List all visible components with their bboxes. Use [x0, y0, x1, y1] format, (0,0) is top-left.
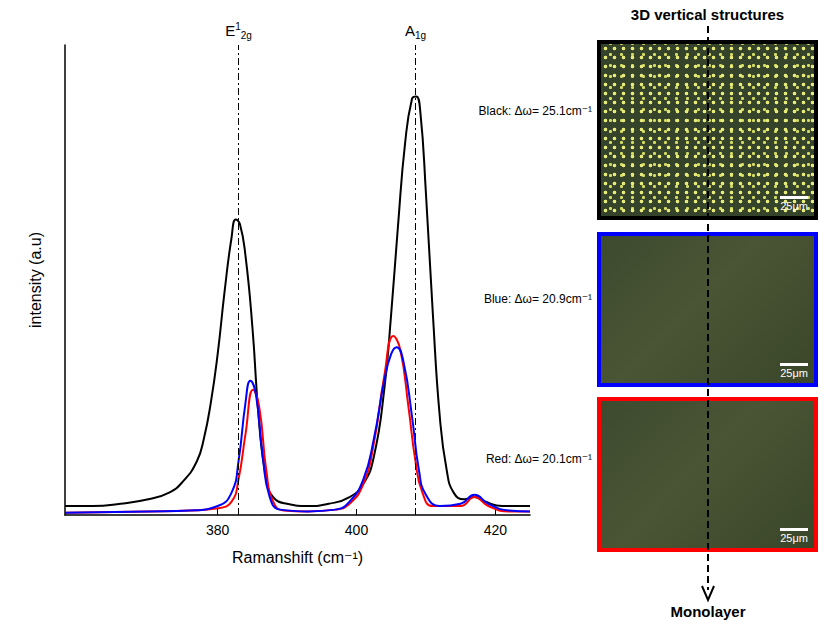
svg-text:400: 400 — [345, 522, 369, 538]
svg-text:intensity (a.u): intensity (a.u) — [27, 232, 44, 328]
svg-text:420: 420 — [484, 522, 508, 538]
html-text:Blue: Δω= 20.9cm⁻¹: Blue: Δω= 20.9cm⁻¹ — [483, 292, 592, 306]
svg-text:1g: 1g — [415, 30, 426, 41]
html-text:Red: Δω= 20.1cm⁻¹: Red: Δω= 20.1cm⁻¹ — [485, 452, 592, 466]
svg-text:380: 380 — [206, 522, 230, 538]
svg-text:A: A — [405, 22, 415, 39]
html-text:Monolayer: Monolayer — [670, 603, 746, 620]
html-text:25μm: 25μm — [780, 200, 808, 212]
html-text:25μm: 25μm — [780, 532, 808, 544]
svg-text:2g: 2g — [241, 30, 252, 41]
html-text:25μm: 25μm — [780, 367, 808, 379]
svg-text:1: 1 — [235, 20, 241, 32]
html-text:Black: Δω= 25.1cm⁻¹: Black: Δω= 25.1cm⁻¹ — [478, 104, 592, 118]
html-text:3D vertical structures: 3D vertical structures — [630, 6, 785, 23]
svg-text:Ramanshift (cm⁻¹): Ramanshift (cm⁻¹) — [232, 549, 363, 566]
svg-text:E: E — [225, 22, 235, 39]
